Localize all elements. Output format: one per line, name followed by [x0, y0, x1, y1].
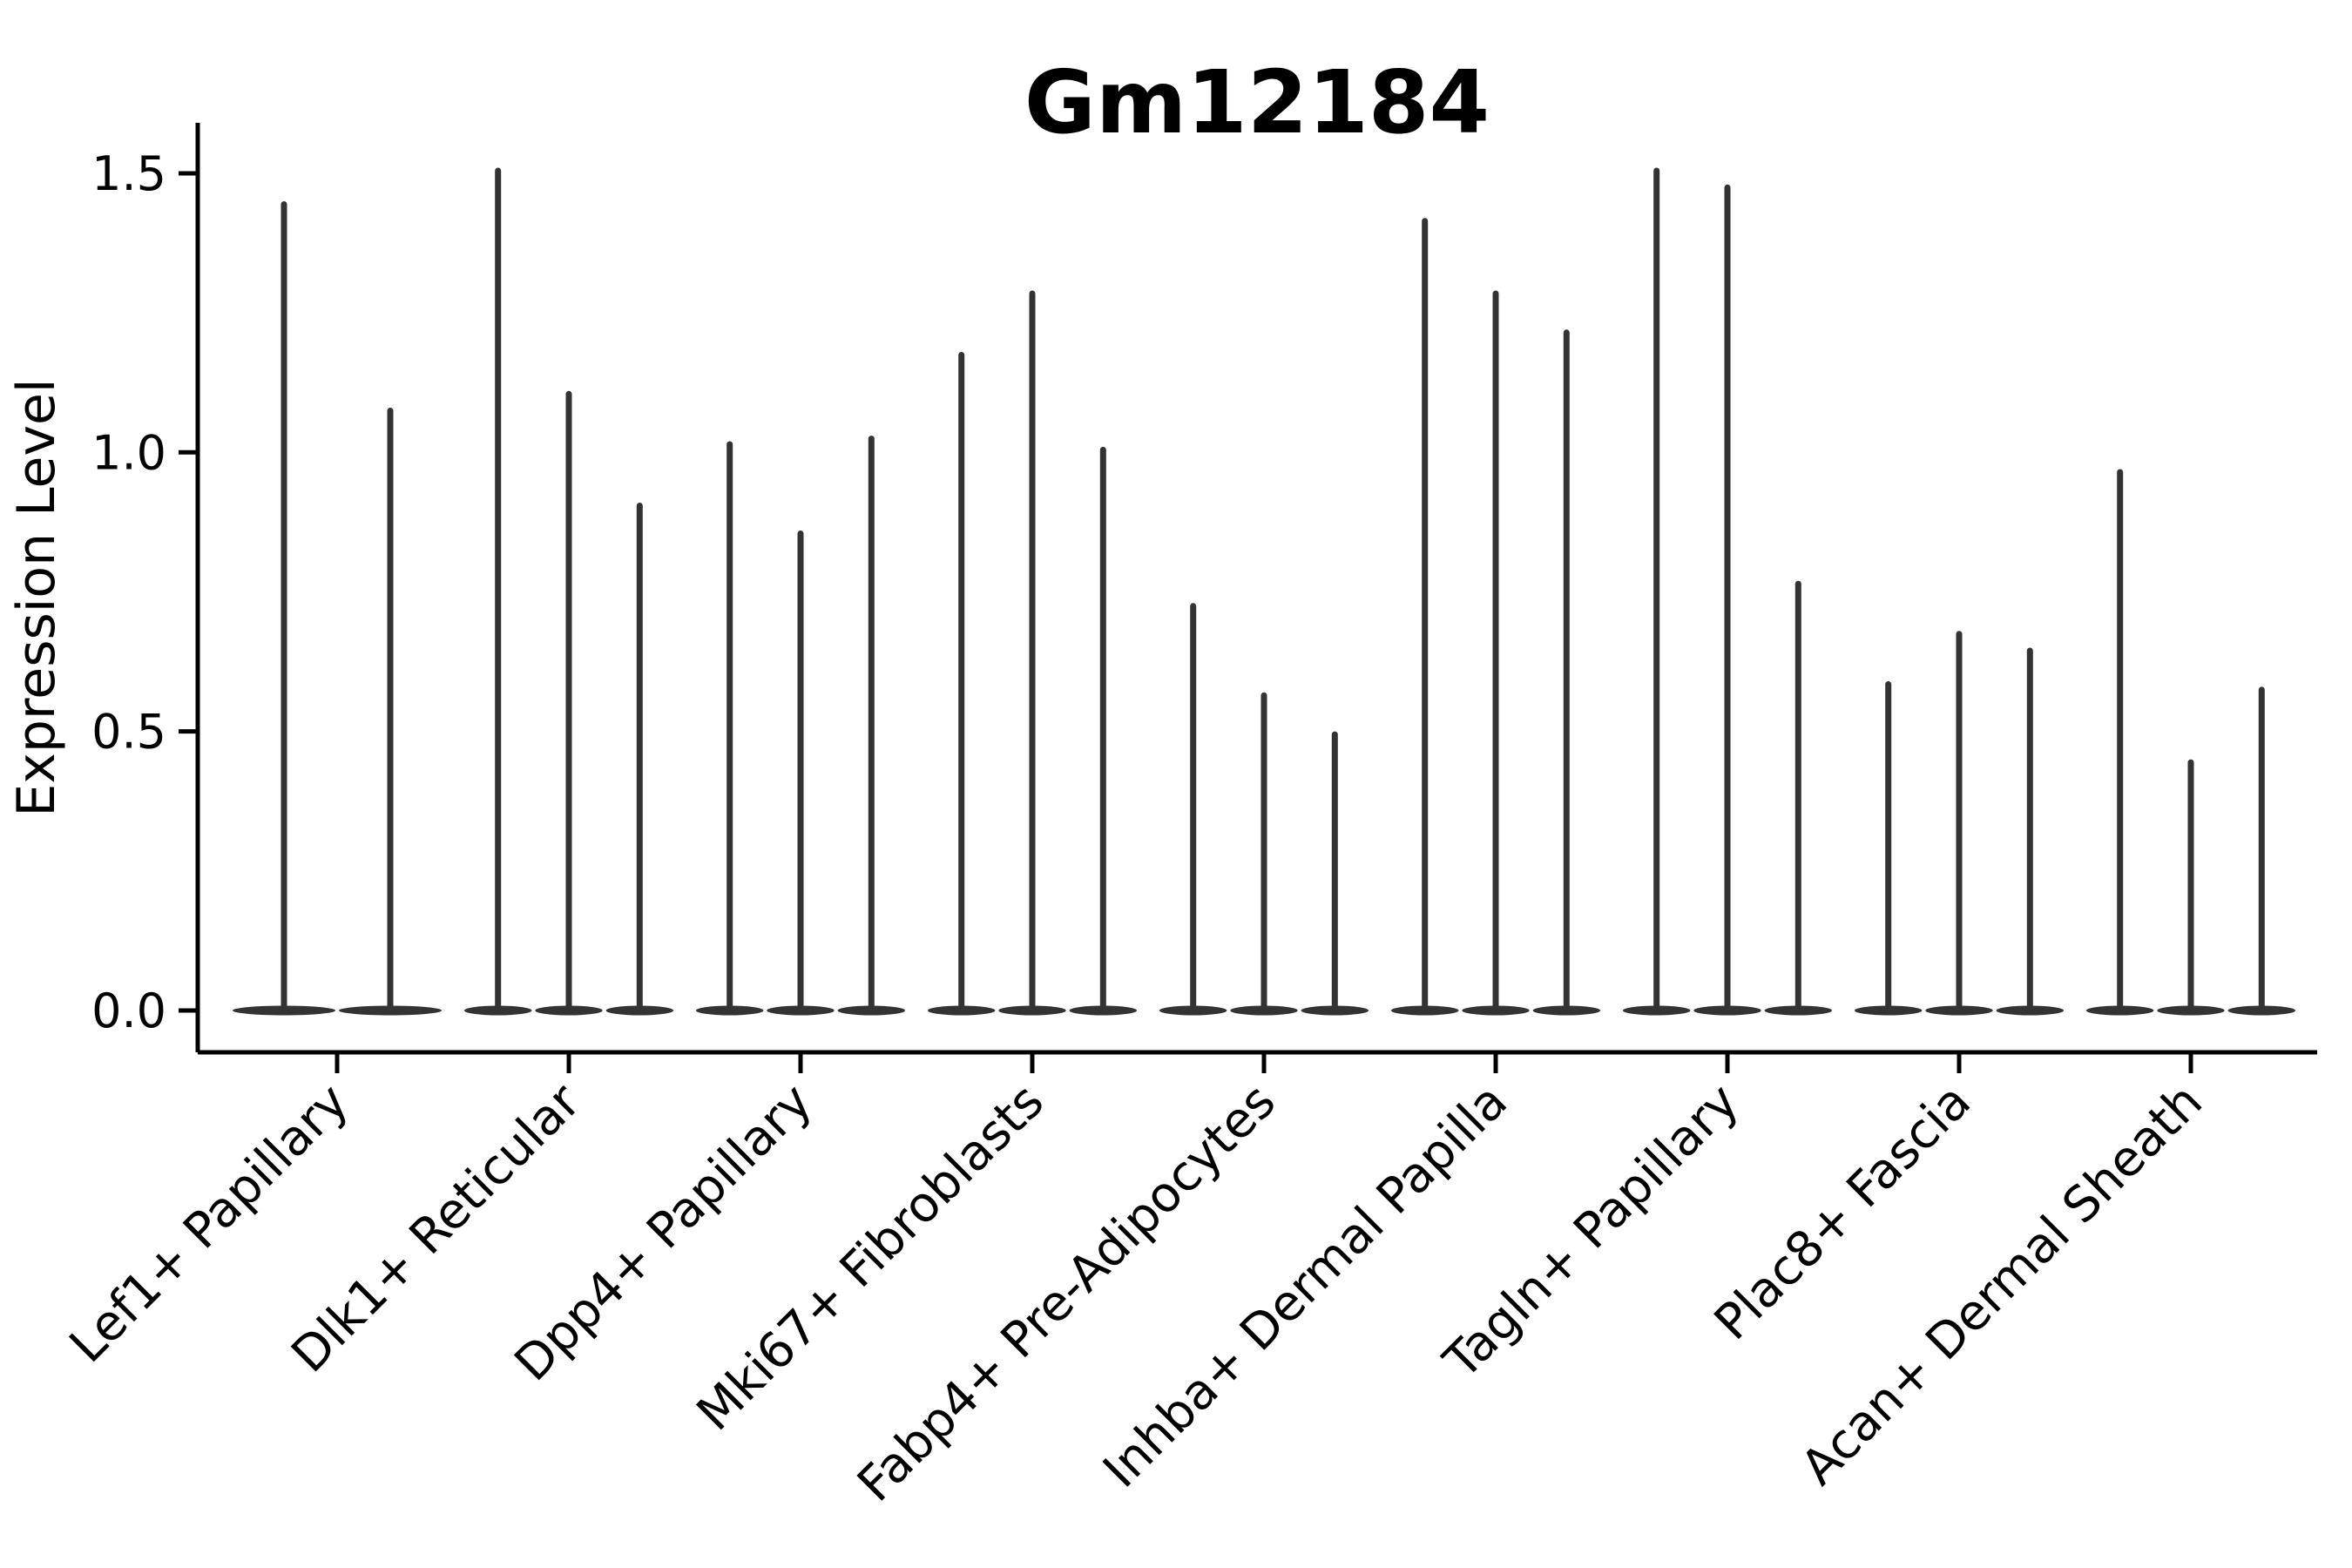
x-category-label: Inhba+ Dermal Papilla: [1092, 1073, 1518, 1499]
x-category-label: Acan+ Dermal Sheath: [1790, 1073, 2213, 1497]
violin-spike: [2117, 469, 2124, 1013]
y-axis-label: Expression Level: [6, 378, 67, 816]
axes-spines: [195, 123, 2317, 1055]
violin-series-group: [233, 167, 2296, 1016]
y-tick-label: 0.0: [91, 983, 166, 1038]
violin-spike: [958, 352, 965, 1013]
violin-spike: [868, 436, 875, 1014]
violin-spike: [1029, 290, 1036, 1013]
violin-spike: [2026, 647, 2033, 1013]
violin-spike: [1190, 603, 1197, 1013]
y-tick-label: 1.0: [91, 425, 166, 480]
violin-spike: [565, 390, 572, 1013]
x-category-label: Fabp4+ Pre-Adipocytes: [847, 1073, 1287, 1513]
y-tick-label: 1.5: [91, 146, 166, 201]
violin-spike: [1956, 631, 1963, 1013]
violin-spike: [1653, 167, 1660, 1013]
violin-spike: [1422, 218, 1429, 1013]
violin-spike: [495, 167, 502, 1013]
violin-spike: [1885, 681, 1892, 1013]
violin-spike: [1724, 184, 1731, 1014]
violin-spike: [1260, 692, 1267, 1013]
violin-spike: [2258, 686, 2265, 1013]
violin-spike: [1563, 329, 1570, 1013]
violin-spike: [1492, 290, 1499, 1013]
violin-spike: [797, 531, 804, 1013]
chart-title: Gm12184: [1024, 51, 1490, 153]
violin-spike: [280, 201, 287, 1013]
violin-spike: [2187, 759, 2194, 1013]
y-axis-ticks: 0.0 0.5 1.0 1.5: [91, 146, 198, 1038]
violin-spike: [1099, 446, 1106, 1013]
violin-spike: [1794, 580, 1801, 1013]
y-tick-label: 0.5: [91, 705, 166, 760]
violin-spike: [636, 503, 643, 1013]
violin-spike: [1331, 731, 1338, 1013]
violin-spike: [387, 408, 394, 1013]
violin-spike: [727, 441, 733, 1013]
